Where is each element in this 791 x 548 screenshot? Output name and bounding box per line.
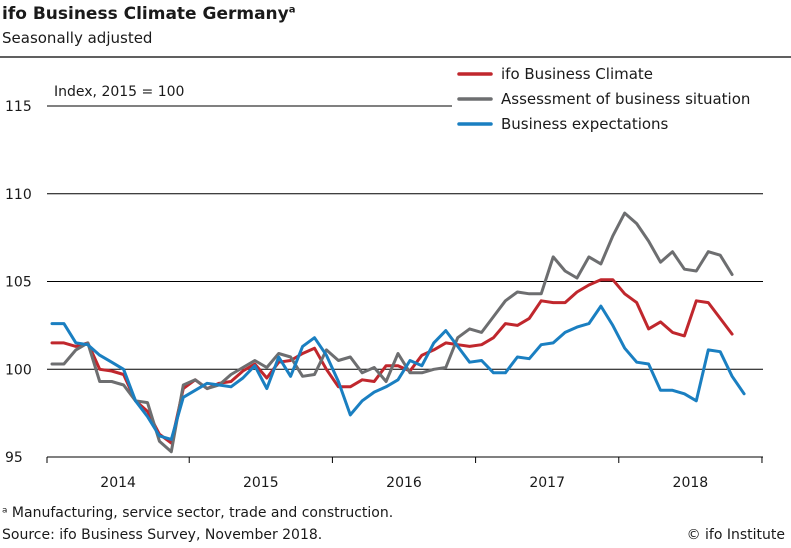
y-tick-label: 100 — [5, 362, 32, 378]
index-label: Index, 2015 = 100 — [54, 84, 184, 100]
series-line — [50, 211, 734, 454]
y-tick-label: 105 — [5, 275, 32, 291]
copyright: © ifo Institute — [686, 527, 785, 543]
x-tick-label: 2014 — [100, 475, 136, 491]
x-tick-label: 2015 — [243, 475, 279, 491]
x-tick-label: 2016 — [386, 475, 422, 491]
series-line — [50, 304, 746, 441]
series-line — [50, 278, 734, 445]
legend-label: ifo Business Climate — [501, 65, 653, 83]
footnote: ᵃ Manufacturing, service sector, trade a… — [2, 505, 394, 521]
chart-title-text: ifo Business Climate Germany — [2, 4, 289, 24]
legend-label: Business expectations — [501, 115, 669, 133]
x-tick-label: 2017 — [529, 475, 565, 491]
source-note: Source: ifo Business Survey, November 20… — [2, 527, 323, 543]
y-tick-label: 110 — [5, 187, 32, 203]
legend-label: Assessment of business situation — [501, 90, 750, 108]
y-tick-label: 115 — [5, 99, 32, 115]
y-tick-label: 95 — [5, 450, 23, 466]
chart-subtitle: Seasonally adjusted — [2, 29, 153, 47]
x-tick-label: 2018 — [673, 475, 709, 491]
chart-title: ifo Business Climate Germanya — [2, 4, 296, 24]
title-footnote-mark: a — [288, 4, 296, 16]
